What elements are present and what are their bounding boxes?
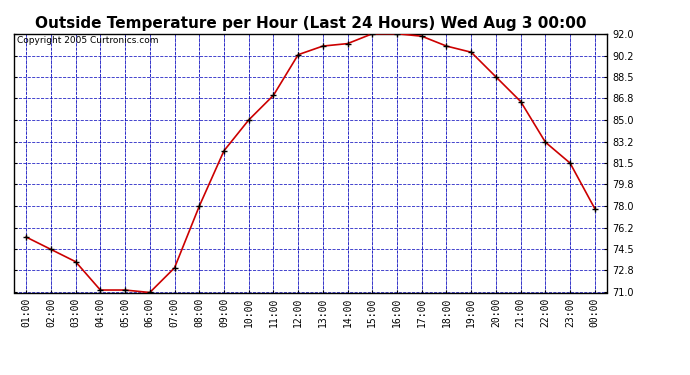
Text: Copyright 2005 Curtronics.com: Copyright 2005 Curtronics.com <box>17 36 158 45</box>
Title: Outside Temperature per Hour (Last 24 Hours) Wed Aug 3 00:00: Outside Temperature per Hour (Last 24 Ho… <box>34 16 586 31</box>
